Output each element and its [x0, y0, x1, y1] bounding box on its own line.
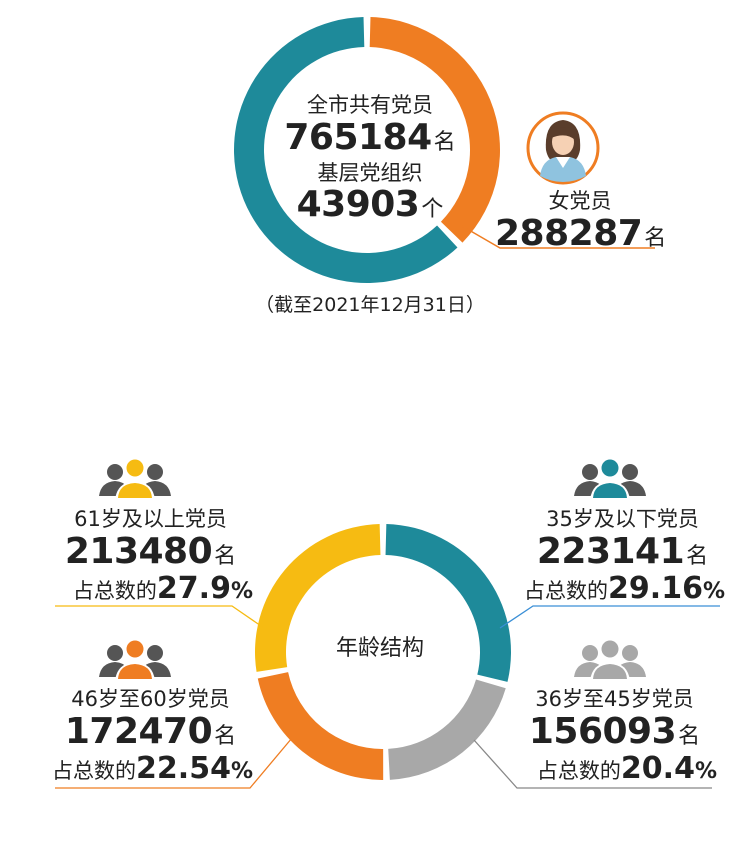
donut-slice-female	[369, 17, 500, 243]
top-center-text: 全市共有党员 765184名 基层党组织 43903个	[240, 93, 500, 226]
age-group-unit: 名	[686, 543, 709, 569]
age-group-label: 46岁至60岁党员	[71, 687, 230, 711]
percent-sign: %	[702, 578, 725, 604]
age-center-label: 年龄结构	[335, 636, 424, 661]
donut-slice-36-45	[388, 679, 506, 780]
membership-donut	[233, 17, 500, 284]
pct-prefix: 占总数的	[72, 578, 157, 603]
age-group-label: 36岁至45岁党员	[535, 687, 694, 711]
age-group-46-60-block: 46岁至60岁党员 172470名 占总数的22.54%	[48, 687, 253, 786]
female-members-unit: 名	[644, 225, 667, 251]
age-group-36-45-block: 36岁至45岁党员 156093名 占总数的20.4%	[512, 687, 717, 786]
female-members-value: 288287	[495, 212, 643, 254]
age-group-percent: 20.4	[620, 750, 695, 786]
female-members-label: 女党员	[548, 189, 612, 213]
party-orgs-unit: 个	[421, 197, 444, 223]
leader-line-36-45	[473, 739, 712, 789]
date-note: （截至2021年12月31日）	[255, 294, 485, 316]
percent-sign: %	[230, 758, 253, 784]
party-orgs-value: 43903	[296, 184, 420, 226]
female-avatar-icon	[526, 111, 600, 185]
age-group-value: 172470	[64, 710, 213, 752]
age-group-label: 35岁及以下党员	[546, 507, 699, 531]
age-structure-donut	[255, 524, 511, 780]
donut-slice-35-under	[385, 524, 511, 682]
age-group-61-block: 61岁及以上党员 213480名 占总数的27.9%	[48, 507, 253, 606]
donut-slice-other	[233, 17, 458, 284]
age-group-percent: 27.9	[156, 570, 231, 606]
percent-sign: %	[694, 758, 717, 784]
people-group-icon-35	[574, 458, 646, 500]
total-members-label: 全市共有党员	[307, 93, 433, 117]
leader-line-35	[499, 605, 720, 629]
donut-slice-61-over	[255, 524, 381, 672]
female-members-block: 女党员 288287名	[495, 189, 667, 254]
pct-prefix: 占总数的	[524, 578, 609, 603]
age-group-35-block: 35岁及以下党员 223141名 占总数的29.16%	[520, 507, 725, 606]
party-orgs-label: 基层党组织	[317, 160, 423, 185]
age-group-percent: 22.54	[136, 750, 231, 786]
donut-slice-46-60	[257, 672, 384, 780]
people-group-icon-46-60	[99, 639, 171, 681]
age-group-value: 156093	[528, 710, 677, 752]
people-group-icon-36-45	[574, 639, 646, 681]
leader-line-61	[55, 605, 265, 629]
pct-prefix: 占总数的	[536, 758, 621, 783]
age-group-percent: 29.16	[608, 570, 703, 606]
leader-line-46-60	[55, 737, 293, 789]
people-group-icon-61	[99, 458, 171, 500]
age-group-label: 61岁及以上党员	[74, 507, 227, 531]
percent-sign: %	[230, 578, 253, 604]
age-group-value: 213480	[64, 530, 213, 572]
age-group-unit: 名	[214, 543, 237, 569]
age-group-value: 223141	[536, 530, 685, 572]
age-group-unit: 名	[678, 723, 701, 749]
age-group-unit: 名	[214, 723, 237, 749]
total-members-unit: 名	[433, 129, 456, 155]
female-leader-line	[461, 225, 655, 249]
total-members-value: 765184	[284, 116, 432, 158]
pct-prefix: 占总数的	[52, 758, 137, 783]
